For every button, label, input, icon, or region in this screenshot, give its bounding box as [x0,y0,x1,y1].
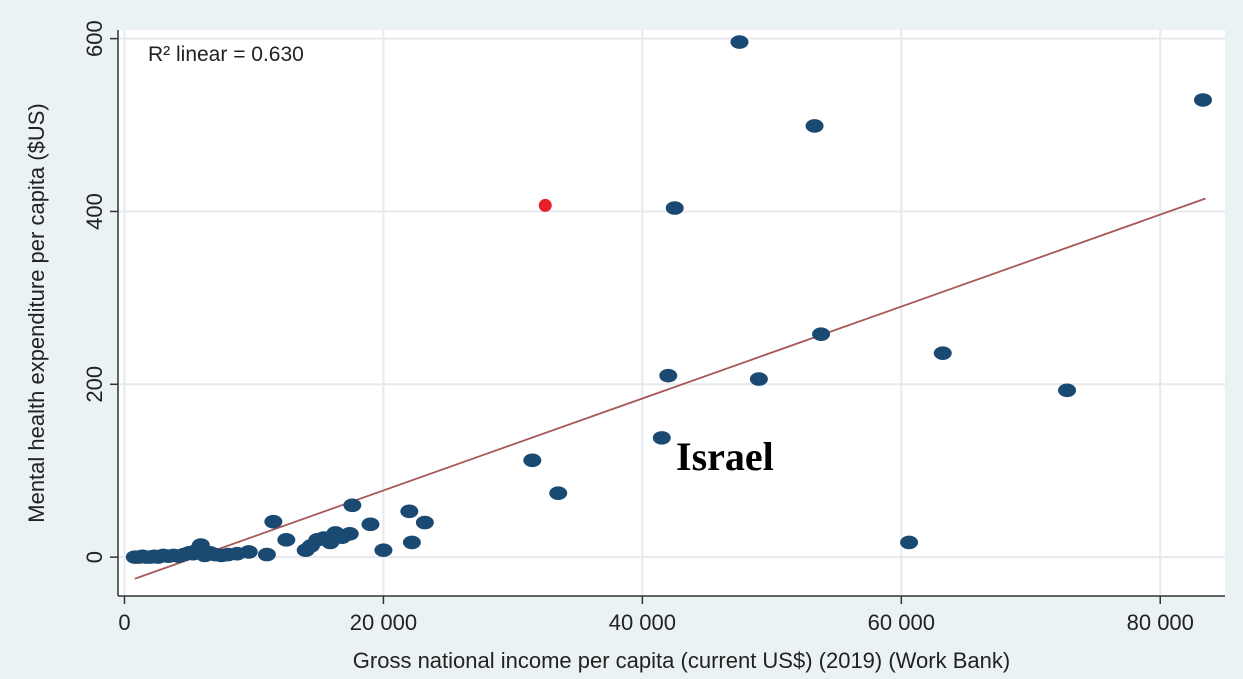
data-point [257,547,276,562]
data-point [374,543,393,558]
x-axis-title: Gross national income per capita (curren… [353,648,1010,673]
data-point [900,535,919,550]
israel-callout-label: Israel [676,434,774,479]
x-tick-label: 20 000 [350,610,417,635]
y-axis-title: Mental health expenditure per capita ($U… [24,103,49,522]
highlighted-data-point [538,198,552,212]
x-tick-label: 0 [118,610,130,635]
y-tick-label: 0 [82,551,107,563]
data-point [277,533,296,547]
x-tick-label: 40 000 [609,610,676,635]
data-point [1058,383,1077,398]
data-point [659,368,678,383]
data-point [415,515,434,530]
data-point [361,517,380,532]
data-point [523,453,542,468]
data-point [549,486,568,500]
data-point [749,372,768,386]
x-tick-label: 60 000 [868,610,935,635]
data-point [340,526,359,541]
data-point [652,431,671,445]
data-point [805,119,824,133]
data-point [1193,93,1212,107]
y-tick-label: 400 [82,193,107,230]
x-axis-ticks: 0 20 000 40 000 60 000 80 000 [118,596,1194,635]
linear-fit-line [134,197,1206,580]
grid-lines [118,30,1225,596]
data-point [812,327,831,341]
data-point [264,514,283,529]
data-point [343,498,362,513]
x-tick-label: 80 000 [1127,610,1194,635]
y-axis-ticks: 0 200 400 600 [82,20,118,563]
data-points [125,35,1212,564]
data-point [665,201,684,215]
data-point [239,545,258,559]
plot-area [118,30,1225,596]
data-point [402,535,421,550]
y-tick-label: 200 [82,366,107,403]
data-point [400,504,419,519]
y-tick-label: 600 [82,20,107,57]
axes [117,30,1225,597]
data-point [933,346,952,360]
data-point [730,35,749,49]
r-squared-annotation: R² linear = 0.630 [148,43,304,66]
